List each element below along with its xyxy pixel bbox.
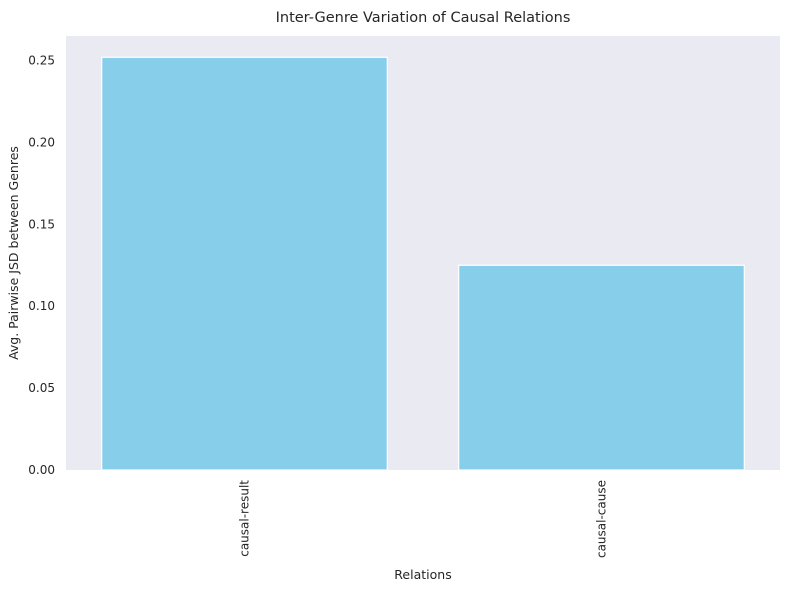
- x-tick-label: causal-result: [238, 480, 252, 557]
- bars-group: [101, 56, 745, 471]
- y-tick-label: 0.10: [28, 299, 55, 313]
- y-tick-label: 0.05: [28, 381, 55, 395]
- x-tick-label: causal-cause: [595, 480, 609, 558]
- y-tick-label: 0.15: [28, 217, 55, 231]
- y-tick-label: 0.00: [28, 463, 55, 477]
- bar-causal-result: [101, 56, 388, 471]
- x-ticks-group: causal-result causal-cause: [238, 480, 609, 558]
- bar-causal-cause: [458, 264, 745, 471]
- x-axis-label: Relations: [394, 567, 451, 582]
- y-ticks-group: 0.00 0.05 0.10 0.15 0.20 0.25: [28, 54, 55, 477]
- y-axis-label: Avg. Pairwise JSD between Genres: [6, 146, 21, 360]
- y-tick-label: 0.25: [28, 54, 55, 68]
- chart-title: Inter-Genre Variation of Causal Relation…: [276, 10, 571, 26]
- y-tick-label: 0.20: [28, 135, 55, 149]
